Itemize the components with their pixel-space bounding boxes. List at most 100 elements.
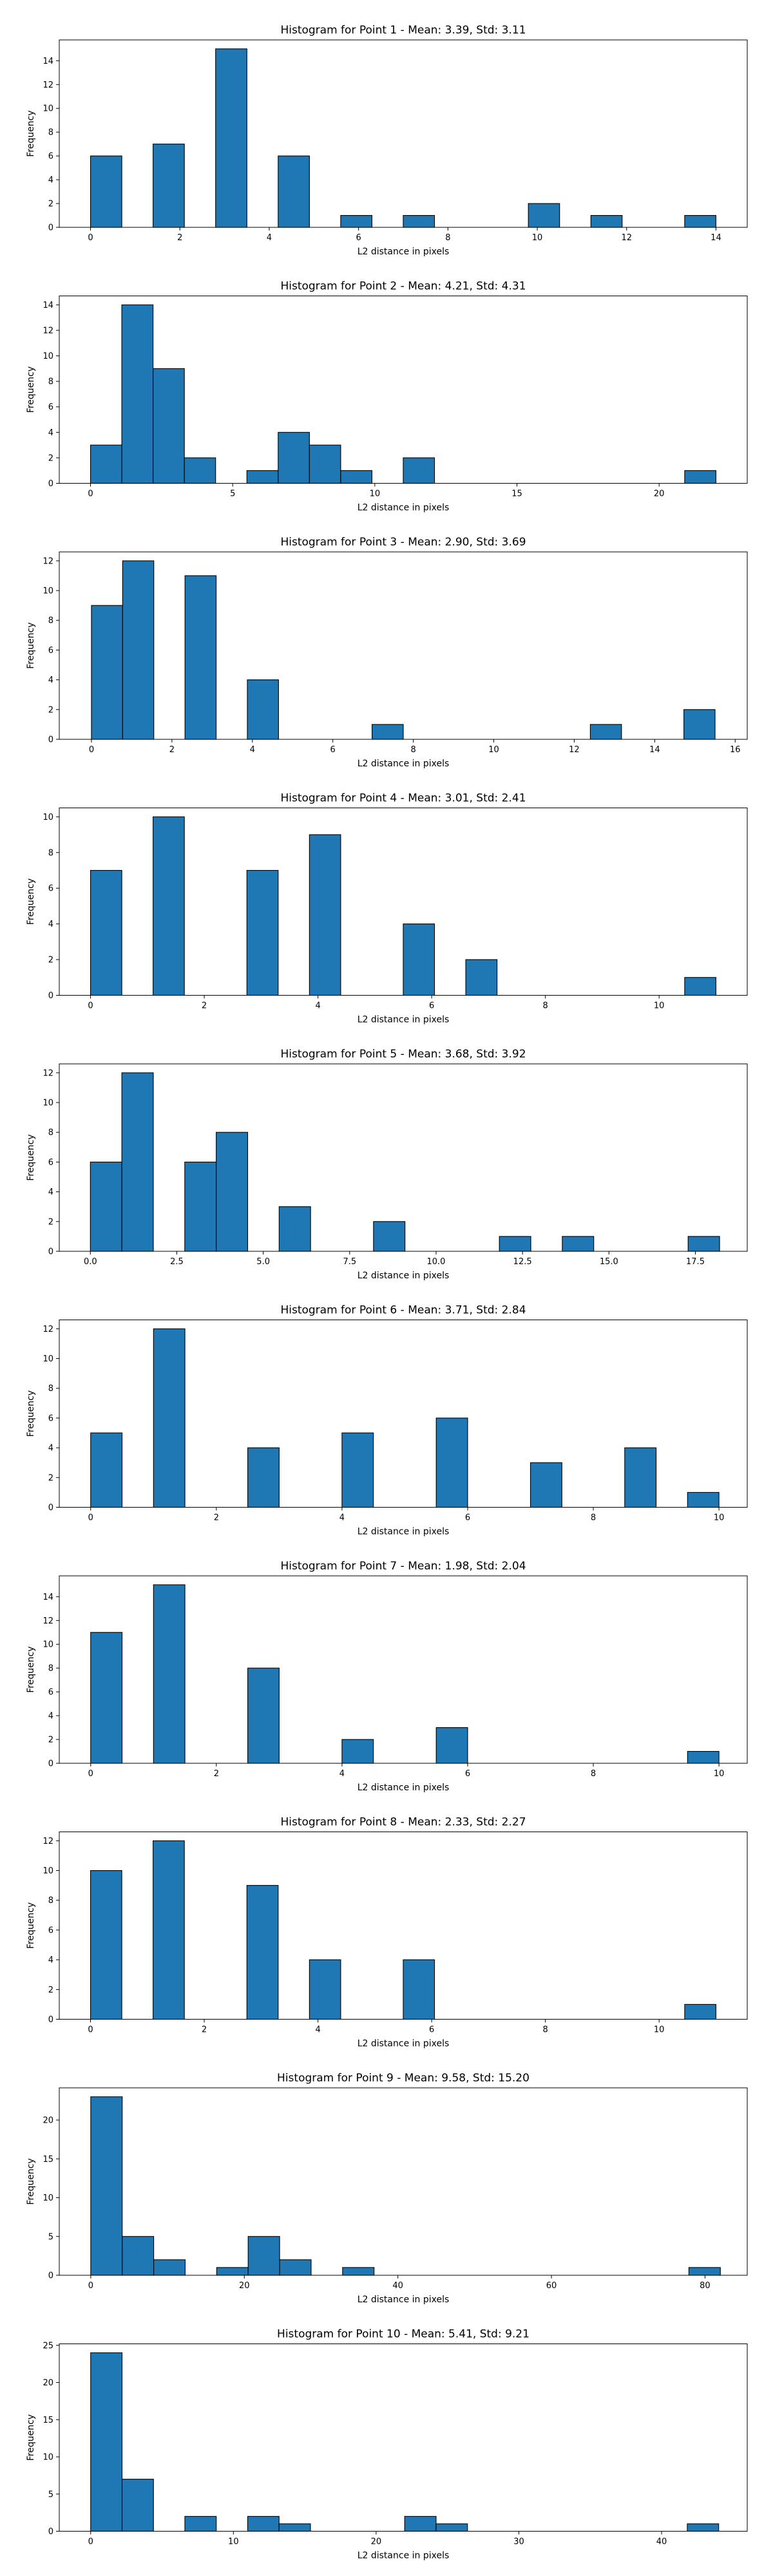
y-tick-label: 0 [48,2527,53,2537]
histogram-bar [340,470,373,484]
y-tick-label: 0 [48,991,53,1001]
y-tick-label: 8 [48,1384,53,1394]
histogram-bar [403,1959,435,2020]
histogram-bar [688,2267,721,2276]
x-tick-label: 4 [250,745,255,755]
chart-title: Histogram for Point 1 - Mean: 3.39, Std:… [280,24,526,37]
x-axis-label: L2 distance in pixels [358,1271,450,1281]
histogram-bar [247,1447,280,1508]
y-tick-label: 14 [43,57,53,66]
y-tick-label: 6 [48,152,53,162]
x-tick-label: 17.5 [686,1257,705,1267]
histogram-bar [184,1161,217,1252]
x-tick-label: 2 [214,1513,219,1523]
chart-title: Histogram for Point 3 - Mean: 2.90, Std:… [280,536,526,549]
y-tick-label: 15 [43,2416,53,2425]
y-tick-label: 8 [48,1128,53,1138]
histogram-panel-1: 0 2 4 6 8 10 12 14 0 2 4 6 8 10 12 14 Histogram for Poin… [26,24,748,257]
axes-frame [59,808,748,996]
bars [90,48,717,228]
histogram-bar [530,1462,562,1508]
x-tick-label: 4 [339,1513,345,1523]
x-tick-label: 10 [488,745,499,755]
histogram-bar [121,2479,154,2532]
x-axis-label: L2 distance in pixels [358,247,450,257]
histogram-bar [246,869,279,996]
x-tick-label: 7.5 [343,1257,356,1267]
y-tick-label: 0 [48,735,53,745]
histogram-panel-7: 0 2 4 6 8 10 0 2 4 6 8 10 12 14 Histogram for Point 7 … [26,1560,748,1793]
x-tick-label: 8 [543,1001,548,1011]
y-tick-label: 0 [48,2015,53,2025]
axes-frame [59,1832,748,2020]
histogram-bar [465,959,498,996]
histogram-bar [91,605,123,740]
y-tick-label: 15 [43,2155,53,2164]
histogram-bar [684,977,717,996]
histogram-bar [684,214,717,228]
x-tick-label: 0 [88,2025,93,2035]
histogram-bar [90,155,122,228]
y-tick-label: 6 [48,646,53,656]
x-tick-label: 0 [88,2281,93,2291]
x-tick-label: 0 [88,2537,93,2547]
x-tick-label: 6 [429,2025,434,2035]
y-tick-label: 12 [43,1325,53,1334]
histogram-panel-6: 0 2 4 6 8 10 0 2 4 6 8 10 12 Histogram for Point 6 - … [26,1304,748,1537]
histogram-panel-9: 0 20 40 60 80 0 5 10 15 20 Histogram for Point 9 -… [26,2072,748,2305]
histogram-bar [90,2352,123,2532]
y-axis-label: Frequency [26,2414,36,2461]
y-tick-label: 4 [48,1956,53,1965]
histogram-panel-4: 0 2 4 6 8 10 0 2 4 6 8 10 Histogram for Point 4 - Me… [26,792,748,1025]
x-tick-label: 12 [569,745,580,755]
x-tick-label: 8 [445,233,450,243]
x-axis-label: L2 distance in pixels [358,2039,450,2049]
histogram-bar [122,2236,155,2276]
y-tick-label: 0 [48,1759,53,1769]
x-tick-label: 80 [700,2281,711,2291]
y-axis-label: Frequency [26,110,36,156]
y-tick-label: 12 [43,80,53,90]
y-tick-label: 2 [48,1736,53,1745]
y-tick-label: 10 [43,352,53,361]
y-axis-label: Frequency [26,622,36,668]
histogram-bar [121,1072,154,1252]
histogram-bar [404,2515,437,2532]
x-tick-label: 10 [370,489,381,499]
x-axis-label: L2 distance in pixels [358,759,450,769]
y-tick-label: 8 [48,1664,53,1674]
x-tick-label: 10 [228,2537,239,2547]
histogram-bar [624,1447,657,1508]
chart-title: Histogram for Point 2 - Mean: 4.21, Std:… [280,280,526,293]
x-tick-label: 6 [330,745,336,755]
x-tick-label: 40 [656,2537,667,2547]
histogram-bar [435,1417,468,1508]
axes-frame [59,2344,748,2532]
histogram-bar [153,1328,186,1508]
x-axis-label: L2 distance in pixels [358,2295,450,2305]
y-tick-label: 10 [43,813,53,822]
histogram-bar [215,48,247,228]
x-tick-label: 12 [621,233,632,243]
histogram-bar [309,1959,341,2020]
y-axis-label: Frequency [26,1134,36,1180]
y-tick-label: 0 [48,223,53,233]
histogram-bar [279,2259,312,2276]
histogram-bar [342,2267,375,2276]
axes-frame [59,2087,748,2276]
x-tick-label: 20 [371,2537,382,2547]
x-tick-label: 8 [591,1513,596,1523]
histogram-bar [590,214,623,228]
histogram-bar [687,1492,720,1508]
x-tick-label: 2 [177,233,182,243]
y-tick-label: 10 [43,2193,53,2203]
x-axis-label: L2 distance in pixels [358,1783,450,1793]
x-axis-label: L2 distance in pixels [358,1527,450,1537]
histogram-bar [247,2236,280,2276]
histogram-panel-8: 0 2 4 6 8 10 0 2 4 6 8 10 12 Histogram for Point 8 - … [26,1816,748,2049]
y-tick-label: 2 [48,705,53,715]
histogram-bar [562,1236,595,1252]
bars [90,2352,720,2532]
y-axis-label: Frequency [26,1390,36,1437]
x-tick-label: 0 [89,745,94,755]
